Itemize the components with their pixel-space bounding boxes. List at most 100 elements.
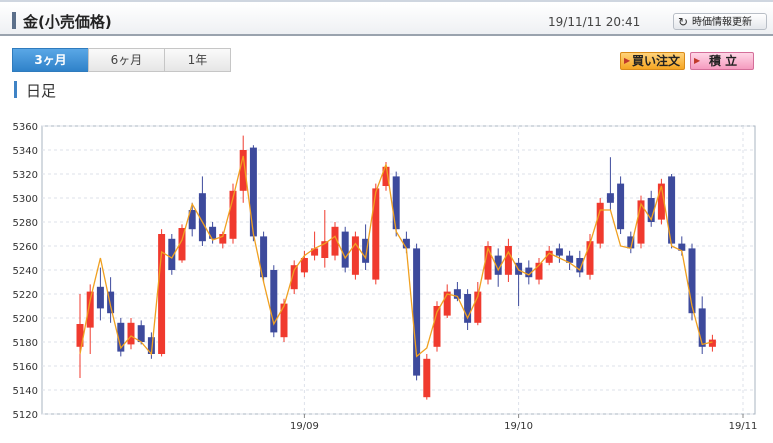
tab-3-months[interactable]: 3ヶ月 <box>12 48 89 72</box>
y-tick-label: 5340 <box>13 146 38 157</box>
candle-body <box>219 234 227 244</box>
candle-body <box>657 183 665 220</box>
candle-body <box>555 248 563 256</box>
candle-body <box>249 147 257 237</box>
candle-body <box>678 243 686 251</box>
candle-body <box>362 238 370 263</box>
page-title: 金(小売価格) <box>23 13 112 31</box>
candle-body <box>484 246 492 280</box>
candle-body <box>698 308 706 347</box>
candle-body <box>209 226 217 239</box>
buy-order-label: 買い注文 <box>632 54 681 68</box>
candle-body <box>535 262 543 280</box>
candle-body <box>606 193 614 203</box>
y-tick-label: 5180 <box>13 338 38 349</box>
candle-body <box>525 267 533 278</box>
section-accent-bar <box>14 81 17 98</box>
candle-body <box>402 238 410 249</box>
candlestick-chart: 5120 5140 5160 5180 5200 5220 5240 5260 5280 5300… <box>13 122 758 432</box>
refresh-button-label: 時価情報更新 <box>692 17 752 28</box>
candle-body <box>260 236 268 278</box>
candle-body <box>668 176 676 244</box>
accumulate-button[interactable]: ▶ 積 立 <box>690 52 754 70</box>
page-header: 金(小売価格) 19/11/11 20:41 ↻ 時価情報更新 <box>0 4 773 36</box>
candle-body <box>586 241 594 275</box>
y-tick-label: 5360 <box>13 122 38 133</box>
y-tick-label: 5140 <box>13 386 38 397</box>
y-tick-label: 5280 <box>13 218 38 229</box>
candle-body <box>576 258 584 273</box>
y-tick-label: 5260 <box>13 242 38 253</box>
candle-body <box>96 286 104 309</box>
candle-body <box>617 183 625 230</box>
candle-body <box>464 294 472 323</box>
candle-body <box>351 236 359 275</box>
candle-body <box>117 322 125 352</box>
candle-body <box>147 337 155 354</box>
y-tick-label: 5320 <box>13 170 38 181</box>
candle-body <box>637 200 645 244</box>
header-accent-bar <box>12 12 16 29</box>
candle-body <box>300 258 308 273</box>
update-timestamp: 19/11/11 20:41 <box>548 15 641 29</box>
accumulate-label: 積 立 <box>709 54 738 68</box>
section-title: 日足 <box>26 82 57 100</box>
y-tick-label: 5160 <box>13 362 38 373</box>
arrow-right-icon: ▶ <box>694 56 701 65</box>
candle-body <box>127 322 135 345</box>
candle-body <box>76 324 84 347</box>
y-tick-label: 5200 <box>13 314 38 325</box>
candle-body <box>86 291 94 328</box>
period-tabs: 3ヶ月 6ヶ月 1年 <box>12 48 231 72</box>
candle-body <box>331 226 339 256</box>
candle-body <box>392 176 400 230</box>
candle-body <box>290 265 298 290</box>
candle-body <box>443 291 451 316</box>
candle-body <box>708 339 716 347</box>
candle-body <box>188 210 196 230</box>
candle-body <box>372 188 380 280</box>
y-tick-label: 5300 <box>13 194 38 205</box>
candle-body <box>239 150 247 191</box>
candle-body <box>270 270 278 333</box>
candle-body <box>413 248 421 376</box>
candle-body <box>382 166 390 186</box>
candle-body <box>178 228 186 261</box>
candle-body <box>168 238 176 270</box>
buy-order-button[interactable]: ▶ 買い注文 <box>620 52 685 70</box>
y-tick-label: 5120 <box>13 410 38 421</box>
candle-body <box>647 198 655 222</box>
x-tick-label: 19/11 <box>729 421 758 432</box>
top-border <box>0 0 773 2</box>
candle-body <box>423 358 431 398</box>
candle-body <box>688 248 696 314</box>
refresh-icon: ↻ <box>678 15 689 29</box>
candle-body <box>453 289 461 299</box>
x-tick-label: 19/09 <box>290 421 319 432</box>
y-tick-label: 5220 <box>13 290 38 301</box>
candle-body <box>137 325 145 342</box>
candle-body <box>311 248 319 256</box>
candle-body <box>545 250 553 263</box>
candle-body <box>321 241 329 258</box>
candle-body <box>566 255 574 263</box>
candle-body <box>158 234 166 354</box>
candle-body <box>280 303 288 338</box>
y-tick-label: 5240 <box>13 266 38 277</box>
candle-body <box>107 291 115 314</box>
candle-body <box>229 190 237 239</box>
tab-6-months[interactable]: 6ヶ月 <box>88 48 165 72</box>
candle-body <box>198 193 206 242</box>
moving-average-line <box>79 155 713 358</box>
candle-body <box>596 202 604 244</box>
candle-body <box>341 231 349 268</box>
candle-body <box>494 255 502 275</box>
arrow-right-icon: ▶ <box>624 56 631 65</box>
candle-body <box>474 291 482 323</box>
tab-1-year[interactable]: 1年 <box>164 48 231 72</box>
candle-body <box>433 306 441 347</box>
candle-body <box>504 246 512 275</box>
candle-body <box>627 236 635 249</box>
refresh-button[interactable]: ↻ 時価情報更新 <box>673 13 767 30</box>
x-tick-label: 19/10 <box>504 421 533 432</box>
